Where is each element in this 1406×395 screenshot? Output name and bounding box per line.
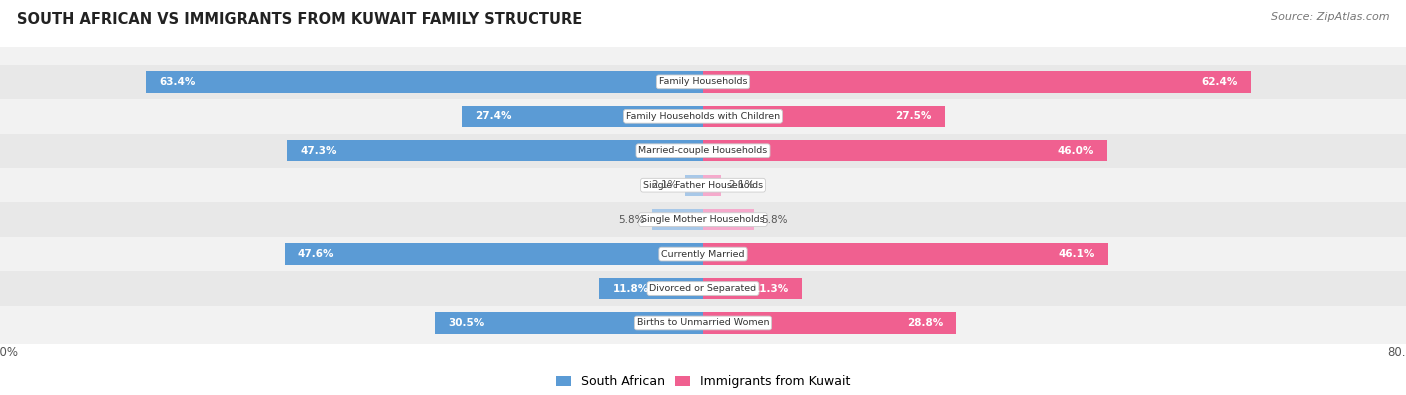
Text: Currently Married: Currently Married <box>661 250 745 259</box>
Text: 30.5%: 30.5% <box>449 318 485 328</box>
Bar <box>0 202 1406 237</box>
Bar <box>685 175 703 196</box>
Text: 27.5%: 27.5% <box>896 111 932 121</box>
Bar <box>285 243 703 265</box>
Legend: South African, Immigrants from Kuwait: South African, Immigrants from Kuwait <box>554 373 852 391</box>
Bar <box>287 140 703 162</box>
Bar <box>0 99 1406 134</box>
Text: Married-couple Households: Married-couple Households <box>638 146 768 155</box>
Bar <box>703 243 1108 265</box>
Bar <box>703 278 803 299</box>
Text: Family Households: Family Households <box>659 77 747 87</box>
Text: 47.3%: 47.3% <box>301 146 337 156</box>
Bar <box>0 271 1406 306</box>
Text: 5.8%: 5.8% <box>619 214 645 225</box>
Text: Family Households with Children: Family Households with Children <box>626 112 780 121</box>
Bar <box>0 237 1406 271</box>
Bar <box>0 65 1406 99</box>
Bar <box>703 140 1108 162</box>
Text: Divorced or Separated: Divorced or Separated <box>650 284 756 293</box>
Bar <box>0 134 1406 168</box>
Text: 2.1%: 2.1% <box>651 180 678 190</box>
Text: 5.8%: 5.8% <box>761 214 787 225</box>
Text: 47.6%: 47.6% <box>298 249 335 259</box>
Text: SOUTH AFRICAN VS IMMIGRANTS FROM KUWAIT FAMILY STRUCTURE: SOUTH AFRICAN VS IMMIGRANTS FROM KUWAIT … <box>17 12 582 27</box>
Text: 46.0%: 46.0% <box>1057 146 1094 156</box>
Text: Births to Unmarried Women: Births to Unmarried Women <box>637 318 769 327</box>
Text: 28.8%: 28.8% <box>907 318 943 328</box>
Bar <box>703 209 754 230</box>
Bar <box>146 71 703 92</box>
Text: 63.4%: 63.4% <box>159 77 195 87</box>
Bar <box>434 312 703 334</box>
Text: 46.1%: 46.1% <box>1059 249 1095 259</box>
Text: 62.4%: 62.4% <box>1202 77 1239 87</box>
Bar <box>463 105 703 127</box>
Text: Single Mother Households: Single Mother Households <box>641 215 765 224</box>
Bar <box>652 209 703 230</box>
Bar <box>703 105 945 127</box>
Bar <box>703 71 1251 92</box>
Bar <box>0 168 1406 202</box>
Text: Single Father Households: Single Father Households <box>643 181 763 190</box>
Bar <box>0 306 1406 340</box>
Text: 11.3%: 11.3% <box>752 284 789 293</box>
Bar <box>703 175 721 196</box>
Bar <box>599 278 703 299</box>
Text: 27.4%: 27.4% <box>475 111 512 121</box>
Text: Source: ZipAtlas.com: Source: ZipAtlas.com <box>1271 12 1389 22</box>
Bar <box>703 312 956 334</box>
Text: 11.8%: 11.8% <box>613 284 648 293</box>
Text: 2.1%: 2.1% <box>728 180 755 190</box>
